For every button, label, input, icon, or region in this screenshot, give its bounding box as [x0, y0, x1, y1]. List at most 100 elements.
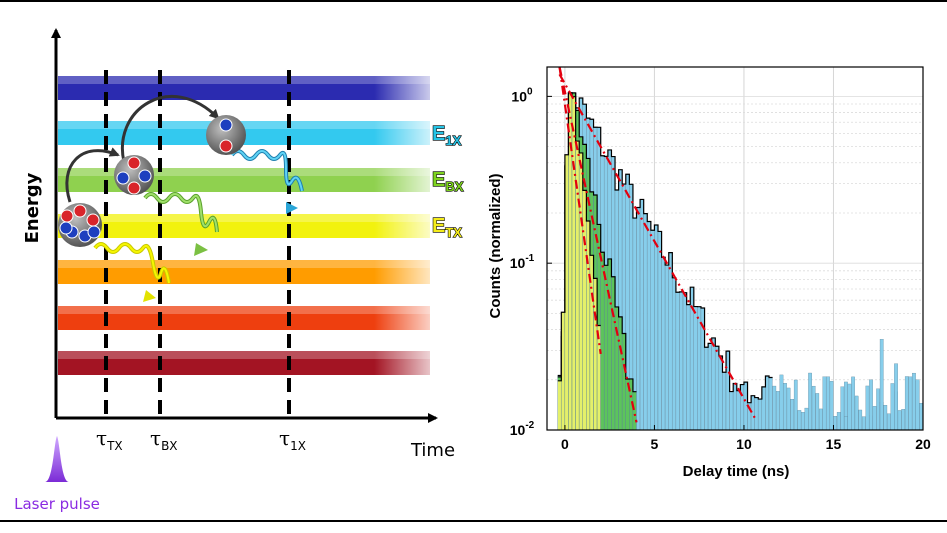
histogram-bar — [629, 378, 633, 431]
histogram-bar — [854, 396, 859, 431]
histogram-bar — [776, 391, 780, 431]
histogram-bar — [586, 158, 590, 431]
biexciton-ball — [114, 155, 154, 195]
x-tick-label: 5 — [651, 436, 659, 452]
level-label-main: E — [432, 123, 445, 145]
histogram-bar — [682, 292, 687, 431]
x-tick-label: 20 — [915, 436, 931, 452]
histogram-bar — [614, 189, 619, 431]
histogram-bar — [675, 292, 680, 431]
histogram-bar — [672, 277, 676, 431]
laser-pulse-label: Laser pulse — [14, 495, 100, 513]
histogram-bar — [586, 220, 590, 431]
level-label-main: E — [432, 169, 445, 191]
histogram-bar — [575, 110, 580, 431]
histogram-bar — [761, 386, 766, 431]
tau-label: τBX — [150, 426, 178, 453]
histogram-bar — [897, 410, 902, 431]
histogram-bar — [844, 416, 848, 431]
histogram-bar — [743, 381, 748, 431]
histogram-bar — [568, 92, 573, 431]
bottom-rule — [0, 520, 947, 522]
histogram-bar — [657, 231, 662, 431]
histogram-bar — [596, 224, 601, 431]
histogram-bar — [632, 391, 637, 431]
histogram-bar — [700, 307, 705, 431]
histogram-bar — [596, 325, 601, 431]
chart-grid — [547, 67, 924, 431]
level-label-sub: BX — [445, 179, 463, 194]
histogram-bar — [887, 413, 891, 431]
histogram-bar — [901, 409, 906, 431]
histogram-outline — [557, 92, 773, 404]
histogram-bar — [561, 331, 565, 431]
exciton-ball — [206, 115, 246, 155]
level-label-sub: 1X — [445, 133, 461, 148]
histogram-bar — [811, 385, 816, 431]
histogram-bar — [840, 386, 845, 431]
histogram-bar — [561, 336, 565, 431]
histogram-bar — [833, 416, 838, 431]
histogram-bar — [733, 383, 737, 431]
histogram-bar — [697, 306, 701, 431]
histogram-bar — [582, 190, 587, 431]
histogram-bar — [614, 306, 619, 431]
fit-line — [558, 73, 756, 419]
histogram-bar — [575, 140, 580, 431]
histogram-bar — [854, 395, 859, 431]
histogram-bar — [836, 412, 841, 431]
histogram-bar — [718, 355, 723, 431]
histogram-bar — [575, 107, 580, 431]
histogram-bar — [589, 191, 594, 431]
histogram-bar — [808, 372, 812, 431]
histogram-bar — [579, 152, 583, 431]
photon-tx-arrowhead — [143, 290, 156, 302]
fit-line — [558, 66, 602, 355]
histogram-bar — [636, 207, 641, 431]
histogram-bar — [786, 387, 791, 431]
histogram-bar — [561, 312, 565, 431]
histogram-bar — [915, 379, 920, 431]
histogram-bar — [665, 264, 669, 431]
histogram-bar — [822, 376, 827, 431]
histogram-bar — [797, 410, 802, 431]
histogram-bar — [865, 385, 870, 431]
histogram-bar — [625, 378, 630, 431]
x-tick-label: 10 — [736, 436, 752, 452]
histogram-bar — [879, 402, 884, 431]
histogram-bar — [779, 374, 784, 431]
laser-pulse-icon — [45, 436, 69, 482]
histogram-bar — [772, 385, 777, 431]
level-label-main: E — [432, 215, 445, 237]
histogram-bar — [801, 412, 805, 431]
plot-frame — [546, 66, 924, 431]
histogram-bar — [872, 406, 877, 431]
x-axis-label: Delay time (ns) — [683, 463, 790, 480]
histogram-bar — [876, 388, 880, 431]
histogram-bar — [747, 402, 752, 431]
histogram-bar — [908, 376, 913, 431]
transition-arrow-tx-bx — [65, 147, 120, 203]
histogram-bar — [593, 127, 598, 431]
histogram-bar — [904, 376, 909, 431]
y-tick-label: 100 — [511, 86, 533, 104]
histogram-bar — [879, 339, 884, 431]
histogram-bar — [639, 199, 644, 431]
histogram-bar — [783, 383, 787, 431]
histogram-bar — [557, 376, 562, 431]
histogram-bar — [679, 291, 684, 431]
histogram-bar — [607, 149, 612, 431]
transition-arrow-bx-1x — [120, 95, 220, 163]
histogram-bar — [593, 194, 598, 431]
histogram-bar — [912, 372, 916, 431]
histogram-bar — [564, 154, 569, 431]
histogram-bar — [582, 104, 587, 431]
histogram-bar — [715, 346, 719, 431]
histogram-bar — [650, 230, 655, 431]
histogram-bar — [564, 166, 569, 431]
histogram-bar — [847, 383, 852, 431]
histogram-bar — [894, 363, 898, 431]
histogram-bar — [557, 380, 562, 431]
histogram-bar — [919, 403, 923, 431]
